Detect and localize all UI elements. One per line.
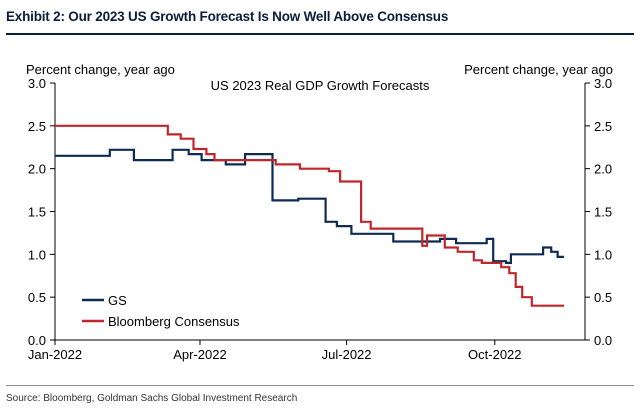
chart-series	[55, 124, 565, 307]
x-tick-label: Jan-2022	[28, 347, 82, 362]
y-tick-label-right: 2.0	[594, 162, 612, 177]
y-tick-label-right: 3.0	[594, 76, 612, 91]
y-tick-label-left: 1.5	[28, 205, 46, 220]
exhibit-title: Exhibit 2: Our 2023 US Growth Forecast I…	[6, 9, 449, 24]
y-tick-label-left: 2.0	[28, 162, 46, 177]
y-tick-label-right: 1.5	[594, 205, 612, 220]
x-tick-label: Oct-2022	[468, 347, 521, 362]
title-rule	[6, 33, 634, 35]
left-axis-label: Percent change, year ago	[26, 62, 175, 77]
y-tick-label-left: 0.0	[28, 333, 46, 348]
chart-title: US 2023 Real GDP Growth Forecasts	[211, 78, 430, 93]
legend-label: Bloomberg Consensus	[108, 314, 240, 329]
x-tick-label: Jul-2022	[322, 347, 372, 362]
right-axis-label: Percent change, year ago	[464, 62, 613, 77]
legend-label: GS	[108, 293, 127, 308]
x-tick-label: Apr-2022	[173, 347, 226, 362]
y-tick-label-right: 1.0	[594, 247, 612, 262]
y-tick-label-left: 3.0	[28, 76, 46, 91]
chart-legend: GS Bloomberg Consensus	[82, 293, 240, 329]
chart-axes: 0.0 0.0 0.5 0.5 1.0 1.0 1.5 1.5 2.0 2.0 2.5 2.5 3.0 3…	[28, 76, 612, 362]
source-note: Source: Bloomberg, Goldman Sachs Global …	[6, 393, 298, 404]
series-line-gs	[55, 148, 565, 264]
y-tick-label-right: 0.0	[594, 333, 612, 348]
y-tick-label-right: 2.5	[594, 119, 612, 134]
y-tick-label-left: 1.0	[28, 247, 46, 262]
y-tick-label-left: 2.5	[28, 119, 46, 134]
y-tick-label-left: 0.5	[28, 290, 46, 305]
series-line-bloomberg-consensus	[55, 124, 565, 307]
y-tick-label-right: 0.5	[594, 290, 612, 305]
source-rule	[6, 385, 634, 386]
